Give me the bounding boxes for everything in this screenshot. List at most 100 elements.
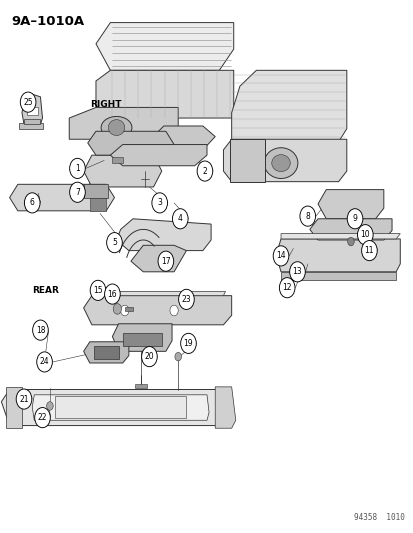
Polygon shape bbox=[83, 296, 231, 325]
Text: 16: 16 bbox=[107, 289, 117, 298]
Polygon shape bbox=[90, 198, 106, 211]
Polygon shape bbox=[280, 233, 399, 239]
Ellipse shape bbox=[101, 116, 132, 139]
Polygon shape bbox=[215, 387, 235, 428]
Text: 20: 20 bbox=[144, 352, 154, 361]
Circle shape bbox=[180, 333, 196, 353]
Circle shape bbox=[69, 182, 85, 203]
Circle shape bbox=[170, 305, 178, 316]
Text: 4: 4 bbox=[178, 214, 182, 223]
Circle shape bbox=[347, 209, 362, 229]
Polygon shape bbox=[92, 292, 225, 296]
Circle shape bbox=[16, 389, 32, 409]
Polygon shape bbox=[27, 108, 38, 115]
Text: 21: 21 bbox=[19, 394, 28, 403]
Circle shape bbox=[299, 206, 315, 226]
Polygon shape bbox=[22, 94, 43, 124]
Circle shape bbox=[37, 352, 52, 372]
Ellipse shape bbox=[108, 119, 124, 135]
Text: 2: 2 bbox=[202, 166, 207, 175]
Polygon shape bbox=[83, 184, 108, 198]
Circle shape bbox=[158, 251, 173, 271]
Polygon shape bbox=[9, 184, 114, 211]
Polygon shape bbox=[55, 397, 186, 418]
Text: 1: 1 bbox=[75, 164, 80, 173]
Polygon shape bbox=[96, 22, 233, 70]
Circle shape bbox=[69, 158, 85, 179]
Text: 15: 15 bbox=[93, 286, 102, 295]
Polygon shape bbox=[112, 157, 122, 163]
Polygon shape bbox=[131, 245, 186, 272]
Polygon shape bbox=[94, 346, 118, 359]
Polygon shape bbox=[96, 70, 233, 118]
Polygon shape bbox=[317, 190, 383, 219]
Polygon shape bbox=[24, 119, 40, 124]
Ellipse shape bbox=[271, 155, 290, 172]
Circle shape bbox=[24, 193, 40, 213]
Polygon shape bbox=[83, 342, 128, 363]
Polygon shape bbox=[110, 144, 206, 166]
Circle shape bbox=[172, 209, 188, 229]
Text: LEFT: LEFT bbox=[348, 212, 372, 221]
Circle shape bbox=[357, 224, 372, 245]
Circle shape bbox=[35, 408, 50, 427]
Circle shape bbox=[273, 246, 288, 266]
Polygon shape bbox=[83, 155, 161, 187]
Text: 9: 9 bbox=[352, 214, 356, 223]
Circle shape bbox=[47, 402, 53, 410]
Circle shape bbox=[289, 262, 304, 282]
Circle shape bbox=[20, 92, 36, 112]
Text: 12: 12 bbox=[282, 283, 291, 292]
Polygon shape bbox=[5, 387, 22, 428]
Text: 22: 22 bbox=[38, 413, 47, 422]
Circle shape bbox=[90, 280, 106, 301]
Circle shape bbox=[141, 346, 157, 367]
Polygon shape bbox=[116, 219, 211, 251]
Circle shape bbox=[279, 278, 294, 298]
Polygon shape bbox=[229, 139, 264, 182]
Polygon shape bbox=[122, 333, 161, 346]
Text: REAR: REAR bbox=[32, 286, 59, 295]
Circle shape bbox=[347, 237, 354, 246]
Polygon shape bbox=[32, 395, 209, 420]
Circle shape bbox=[197, 161, 212, 181]
Polygon shape bbox=[309, 219, 391, 240]
Polygon shape bbox=[112, 324, 172, 351]
Text: 25: 25 bbox=[23, 98, 33, 107]
Circle shape bbox=[113, 304, 121, 314]
Polygon shape bbox=[275, 239, 399, 272]
Polygon shape bbox=[124, 307, 133, 311]
Text: 8: 8 bbox=[305, 212, 309, 221]
Text: 10: 10 bbox=[360, 230, 369, 239]
Text: 18: 18 bbox=[36, 326, 45, 335]
Circle shape bbox=[120, 305, 128, 316]
Ellipse shape bbox=[263, 148, 297, 179]
Text: 23: 23 bbox=[181, 295, 191, 304]
Text: RIGHT: RIGHT bbox=[90, 100, 121, 109]
Polygon shape bbox=[135, 384, 147, 389]
Circle shape bbox=[178, 289, 194, 310]
Polygon shape bbox=[19, 123, 43, 128]
Text: 17: 17 bbox=[161, 257, 170, 265]
Text: 3: 3 bbox=[157, 198, 162, 207]
Text: 14: 14 bbox=[275, 252, 285, 261]
Text: 5: 5 bbox=[112, 238, 116, 247]
Text: 24: 24 bbox=[40, 358, 49, 367]
Polygon shape bbox=[223, 139, 346, 182]
Polygon shape bbox=[88, 131, 174, 155]
Polygon shape bbox=[280, 272, 395, 280]
Circle shape bbox=[152, 193, 167, 213]
Circle shape bbox=[175, 352, 181, 361]
Polygon shape bbox=[231, 70, 346, 142]
Text: 7: 7 bbox=[75, 188, 80, 197]
Text: 6: 6 bbox=[30, 198, 35, 207]
Polygon shape bbox=[1, 390, 227, 425]
Polygon shape bbox=[151, 126, 215, 150]
Text: 94358  1010: 94358 1010 bbox=[353, 513, 404, 522]
Text: 11: 11 bbox=[364, 246, 373, 255]
Circle shape bbox=[107, 232, 122, 253]
Text: 19: 19 bbox=[183, 339, 193, 348]
Circle shape bbox=[104, 284, 120, 304]
Polygon shape bbox=[69, 108, 178, 139]
Circle shape bbox=[361, 240, 376, 261]
